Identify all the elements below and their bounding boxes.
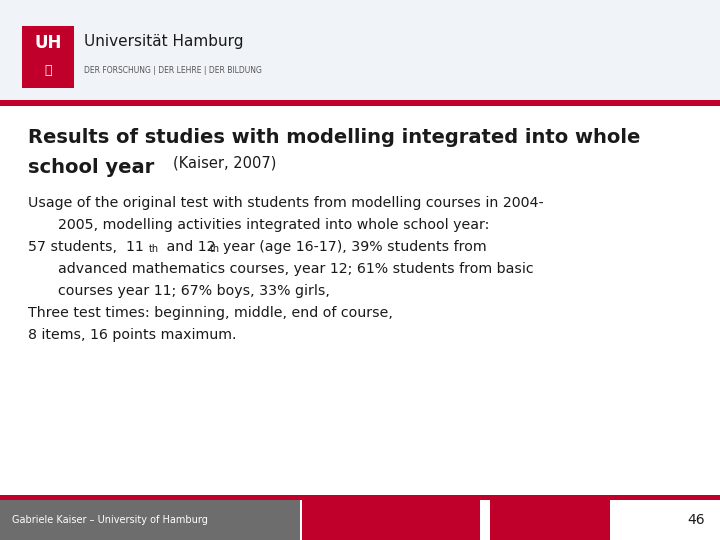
Text: courses year 11; 67% boys, 33% girls,: courses year 11; 67% boys, 33% girls, [58, 284, 330, 298]
Text: Usage of the original test with students from modelling courses in 2004-: Usage of the original test with students… [28, 196, 544, 210]
Text: (Kaiser, 2007): (Kaiser, 2007) [173, 156, 276, 171]
Text: 2005, modelling activities integrated into whole school year:: 2005, modelling activities integrated in… [58, 218, 490, 232]
Text: Universität Hamburg: Universität Hamburg [84, 34, 243, 49]
Text: school year: school year [28, 158, 161, 177]
Text: Results of studies with modelling integrated into whole: Results of studies with modelling integr… [28, 128, 640, 147]
Bar [620, 500, 720, 540]
Text: th: th [210, 244, 220, 254]
Bar [0, 0, 720, 100]
Text: 46: 46 [688, 513, 705, 527]
Bar [302, 500, 480, 540]
Bar [22, 26, 74, 88]
Text: th: th [149, 244, 159, 254]
Bar [490, 500, 610, 540]
Text: year (age 16-17), 39% students from: year (age 16-17), 39% students from [223, 240, 487, 254]
Text: advanced mathematics courses, year 12; 61% students from basic: advanced mathematics courses, year 12; 6… [58, 262, 534, 276]
Text: and 12: and 12 [162, 240, 215, 254]
Text: DER FORSCHUNG | DER LEHRE | DER BILDUNG: DER FORSCHUNG | DER LEHRE | DER BILDUNG [84, 66, 262, 75]
Text: 57 students,  11: 57 students, 11 [28, 240, 144, 254]
Bar [0, 495, 720, 500]
Bar [0, 500, 300, 540]
Text: ⛪: ⛪ [44, 64, 52, 77]
Text: Three test times: beginning, middle, end of course,: Three test times: beginning, middle, end… [28, 306, 393, 320]
Text: Gabriele Kaiser – University of Hamburg: Gabriele Kaiser – University of Hamburg [12, 515, 208, 525]
Text: UH: UH [35, 35, 62, 52]
Text: 8 items, 16 points maximum.: 8 items, 16 points maximum. [28, 328, 236, 342]
Bar [0, 100, 720, 106]
